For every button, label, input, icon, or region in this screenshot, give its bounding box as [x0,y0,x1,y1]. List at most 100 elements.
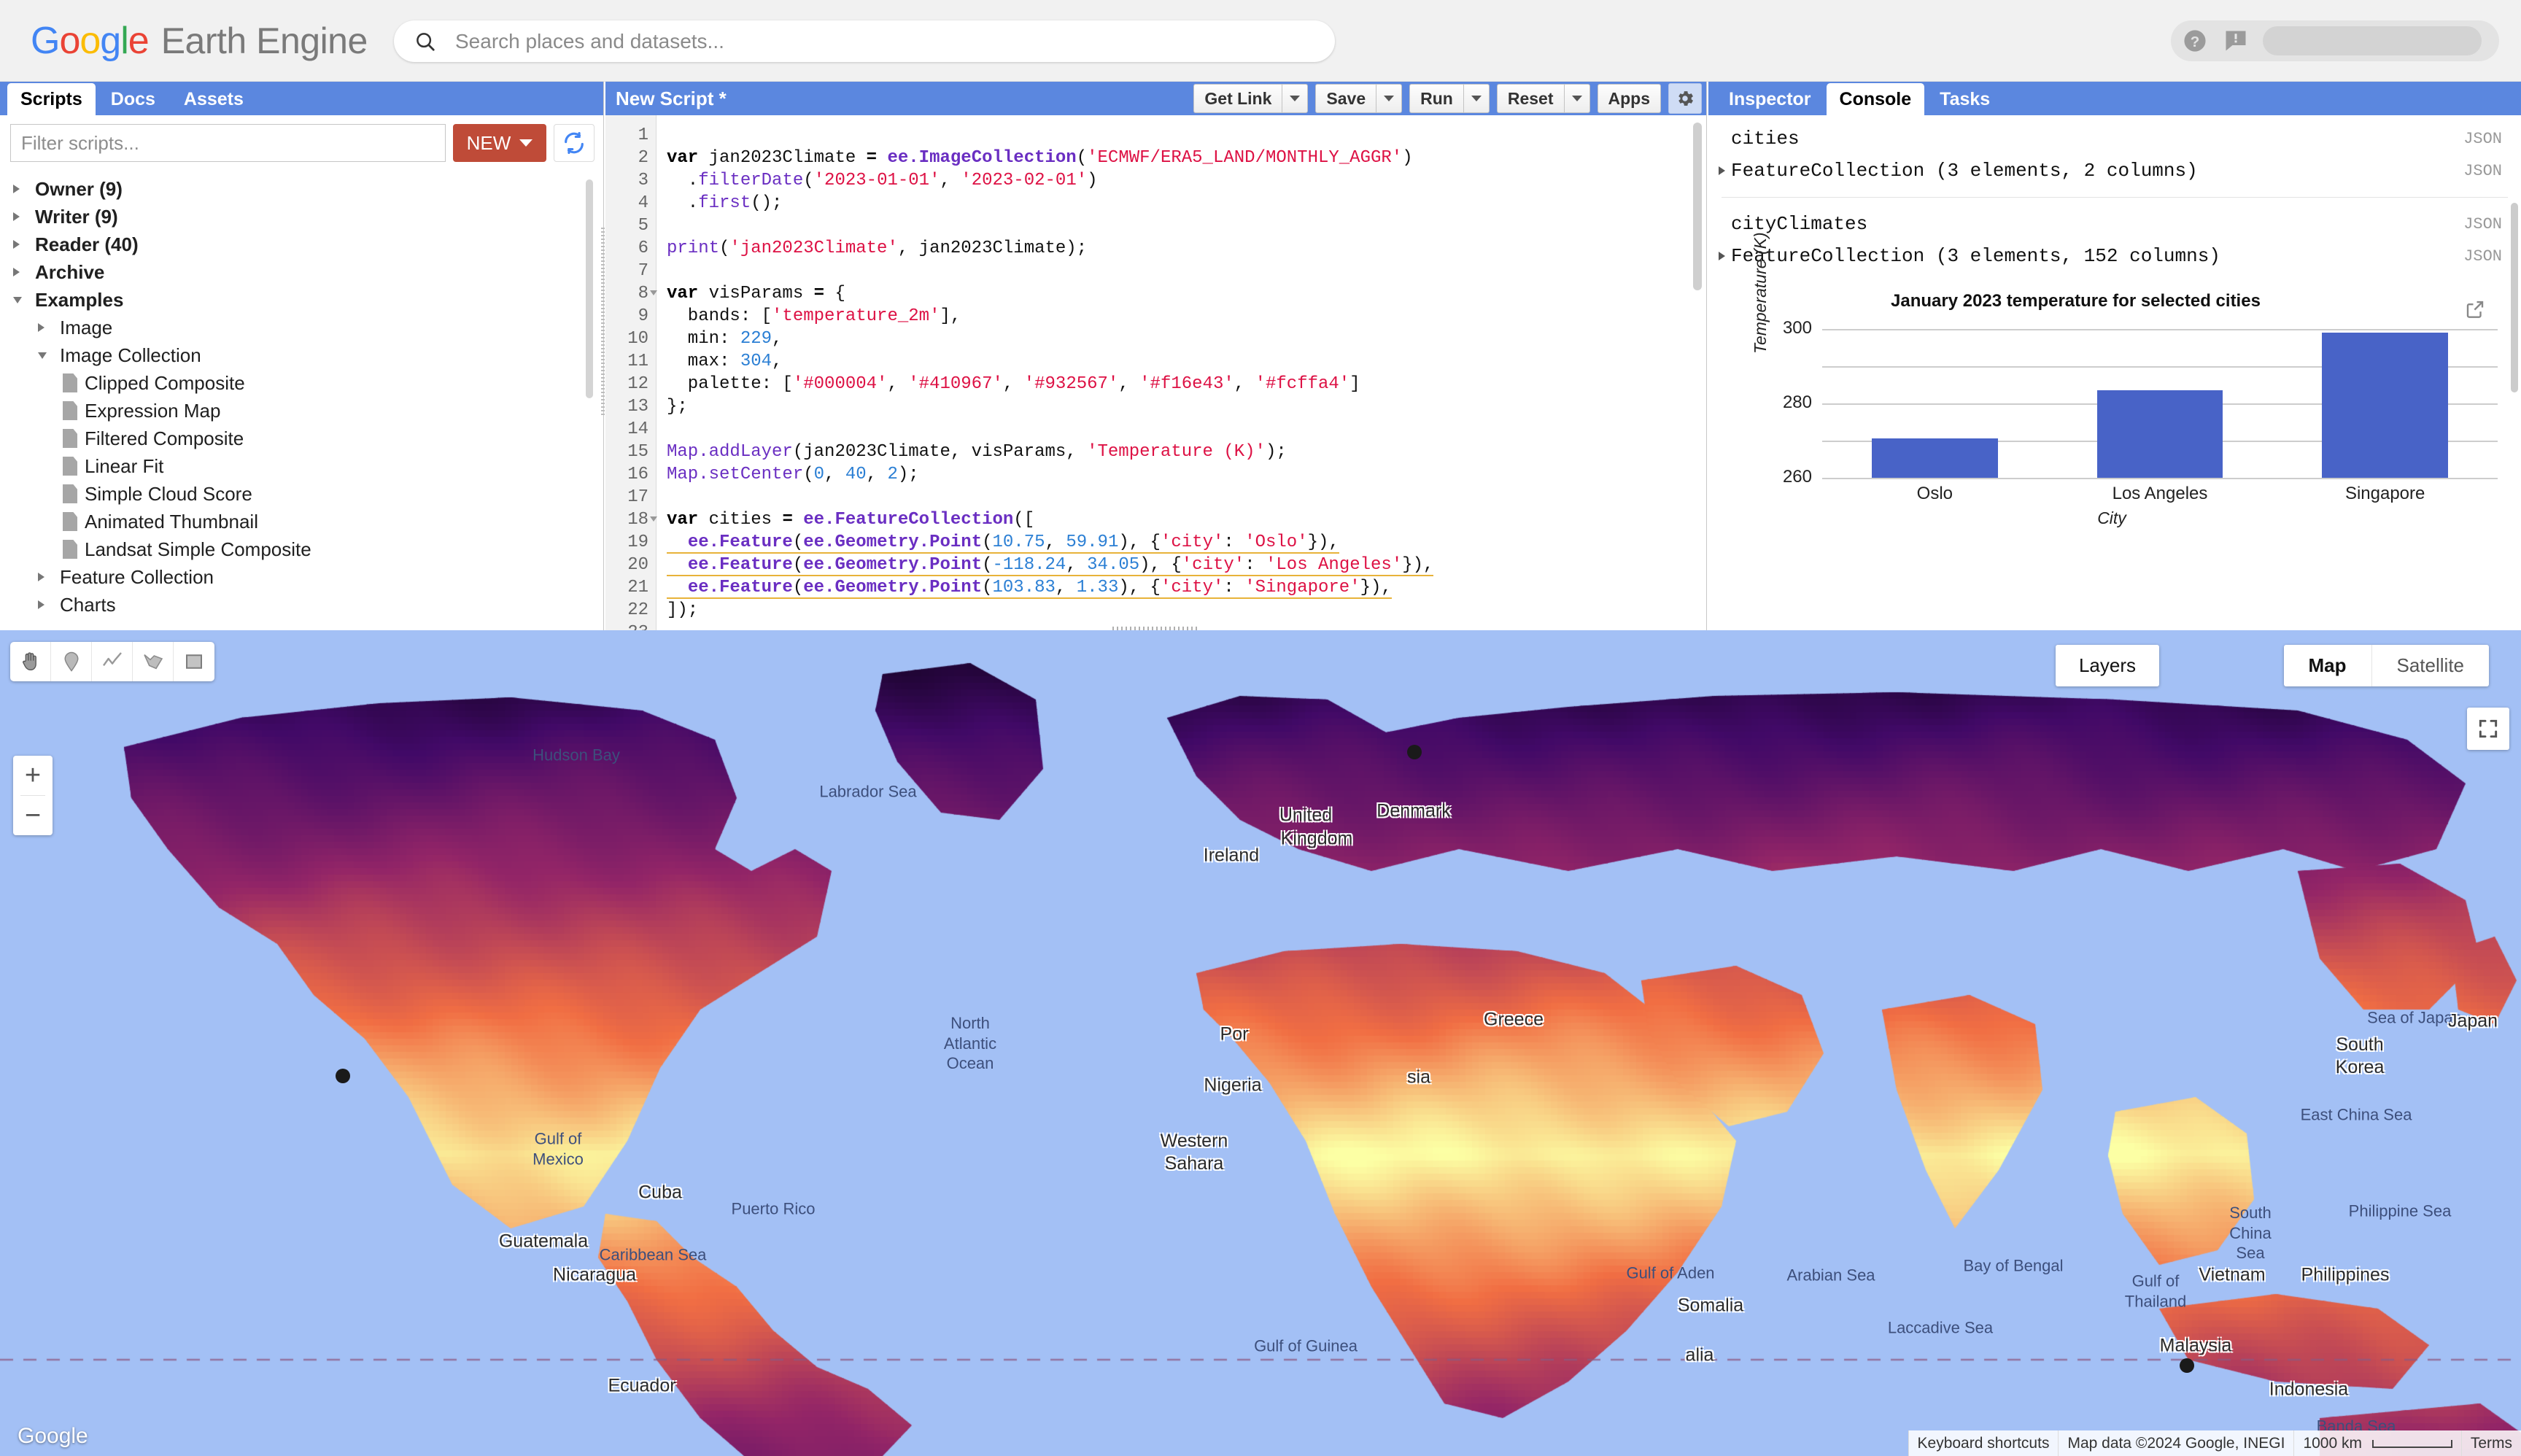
console-entry[interactable]: FeatureCollection (3 elements, 152 colum… [1708,240,2521,272]
polygon-icon[interactable] [133,642,174,681]
keyboard-shortcuts-link[interactable]: Keyboard shortcuts [1908,1430,2059,1456]
chevron-right-icon[interactable] [13,181,29,197]
tree-folder-feature-collection[interactable]: Feature Collection [13,563,603,591]
city-marker-singapore[interactable] [2180,1358,2194,1373]
script-item[interactable]: Landsat Simple Composite [13,535,603,563]
code-fold-icon[interactable] [650,290,657,295]
editor-resizer-handle[interactable] [1112,627,1200,632]
tab-docs[interactable]: Docs [110,89,155,109]
run-dropdown-icon[interactable] [1463,84,1490,113]
chevron-right-icon[interactable] [38,320,54,336]
code-line[interactable]: Map.setCenter(0, 40, 2); [667,463,1706,486]
gear-icon[interactable] [1668,83,1702,114]
code-line[interactable]: palette: ['#000004', '#410967', '#932567… [667,373,1706,395]
code-line[interactable]: var jan2023Climate = ee.ImageCollection(… [667,147,1706,169]
chevron-right-icon[interactable] [1719,252,1725,260]
new-script-button[interactable]: NEW [453,124,546,162]
app-logo[interactable]: Google Earth Engine [31,19,368,63]
tab-scripts[interactable]: Scripts [7,83,96,115]
chart-bar[interactable] [1871,438,1998,478]
tab-tasks[interactable]: Tasks [1940,89,1991,109]
script-item[interactable]: Linear Fit [13,452,603,480]
tab-inspector[interactable]: Inspector [1729,89,1811,109]
code-line[interactable]: ]); [667,599,1706,621]
city-marker-los-angeles[interactable] [336,1069,350,1083]
left-panel-resizer[interactable] [601,228,605,417]
help-icon[interactable]: ? [2181,27,2209,55]
open-in-new-icon[interactable] [2464,298,2486,320]
scripts-tree[interactable]: Owner (9) Writer (9) Reader (40) Archive Exa… [0,169,603,630]
json-link[interactable]: JSON [2463,247,2502,266]
scripts-tree-scrollbar[interactable] [586,179,593,398]
code-line[interactable]: .first(); [667,192,1706,214]
editor-scrollbar[interactable] [1693,123,1702,290]
reset-button[interactable]: Reset [1496,84,1564,113]
tree-folder-archive[interactable]: Archive [13,258,603,286]
console-entry[interactable]: cities JSON [1708,123,2521,155]
rectangle-icon[interactable] [174,642,214,681]
code-line[interactable] [667,214,1706,237]
code-fold-icon[interactable] [650,516,657,522]
map-type-map[interactable]: Map [2284,645,2372,686]
json-link[interactable]: JSON [2463,129,2502,148]
code-line[interactable]: var cities = ee.FeatureCollection([ [667,508,1706,531]
script-item[interactable]: Animated Thumbnail [13,508,603,535]
json-link[interactable]: JSON [2463,214,2502,233]
tree-folder-image[interactable]: Image [13,314,603,341]
refresh-icon[interactable] [554,124,595,162]
code-line[interactable]: Map.addLayer(jan2023Climate, visParams, … [667,441,1706,463]
marker-pin-icon[interactable] [51,642,92,681]
code-line[interactable] [667,486,1706,508]
reset-dropdown-icon[interactable] [1563,84,1590,113]
zoom-out-button[interactable]: − [24,799,42,831]
feedback-icon[interactable] [2222,27,2250,55]
save-dropdown-icon[interactable] [1376,84,1403,113]
chevron-down-icon[interactable] [38,347,54,363]
fullscreen-icon[interactable] [2467,708,2509,750]
console-scrollbar[interactable] [2511,203,2518,392]
chevron-right-icon[interactable] [13,209,29,225]
code-line[interactable]: ee.Feature(ee.Geometry.Point(-118.24, 34… [667,554,1706,576]
console-output[interactable]: cities JSON FeatureCollection (3 elements,… [1708,115,2521,630]
chevron-right-icon[interactable] [13,236,29,252]
map-type-satellite[interactable]: Satellite [2396,654,2465,676]
code-line[interactable]: print('jan2023Climate', jan2023Climate); [667,237,1706,260]
chart-bar[interactable] [2322,333,2449,478]
get-link-button[interactable]: Get Link [1193,84,1282,113]
apps-button[interactable]: Apps [1597,84,1661,113]
terms-link[interactable]: Terms [2460,1430,2521,1456]
layers-button[interactable]: Layers [2055,645,2159,686]
tree-folder-image-collection[interactable]: Image Collection [13,341,603,369]
console-entry[interactable]: cityClimates JSON [1708,208,2521,240]
script-item[interactable]: Simple Cloud Score [13,480,603,508]
tree-folder-writer-9-[interactable]: Writer (9) [13,203,603,231]
chevron-down-icon[interactable] [13,292,29,308]
code-line[interactable]: min: 229, [667,328,1706,350]
chevron-right-icon[interactable] [13,264,29,280]
code-line[interactable]: max: 304, [667,350,1706,373]
code-line[interactable] [667,124,1706,147]
code-line[interactable] [667,260,1706,282]
run-button[interactable]: Run [1409,84,1463,113]
chevron-right-icon[interactable] [38,597,54,613]
chevron-right-icon[interactable] [38,569,54,585]
code-line[interactable] [667,418,1706,441]
tree-folder-owner-9-[interactable]: Owner (9) [13,175,603,203]
zoom-in-button[interactable]: + [24,759,42,791]
tree-folder-charts[interactable]: Charts [13,591,603,619]
map-viewport[interactable]: Hudson Bay Labrador Sea North Atlantic Ocean… [0,630,2521,1456]
code-line[interactable]: ee.Feature(ee.Geometry.Point(103.83, 1.3… [667,576,1706,599]
tab-console[interactable]: Console [1826,83,1925,115]
chevron-right-icon[interactable] [1719,166,1725,175]
script-item[interactable]: Expression Map [13,397,603,425]
search-input[interactable] [455,29,1258,53]
json-link[interactable]: JSON [2463,161,2502,180]
filter-scripts-input[interactable] [10,124,446,162]
script-item[interactable]: Filtered Composite [13,425,603,452]
script-item[interactable]: Clipped Composite [13,369,603,397]
search-bar[interactable] [394,20,1335,62]
console-entry[interactable]: FeatureCollection (3 elements, 2 columns… [1708,155,2521,187]
code-line[interactable]: ee.Feature(ee.Geometry.Point(10.75, 59.9… [667,531,1706,554]
tree-folder-reader-40-[interactable]: Reader (40) [13,231,603,258]
chart-bar[interactable] [2096,390,2223,478]
